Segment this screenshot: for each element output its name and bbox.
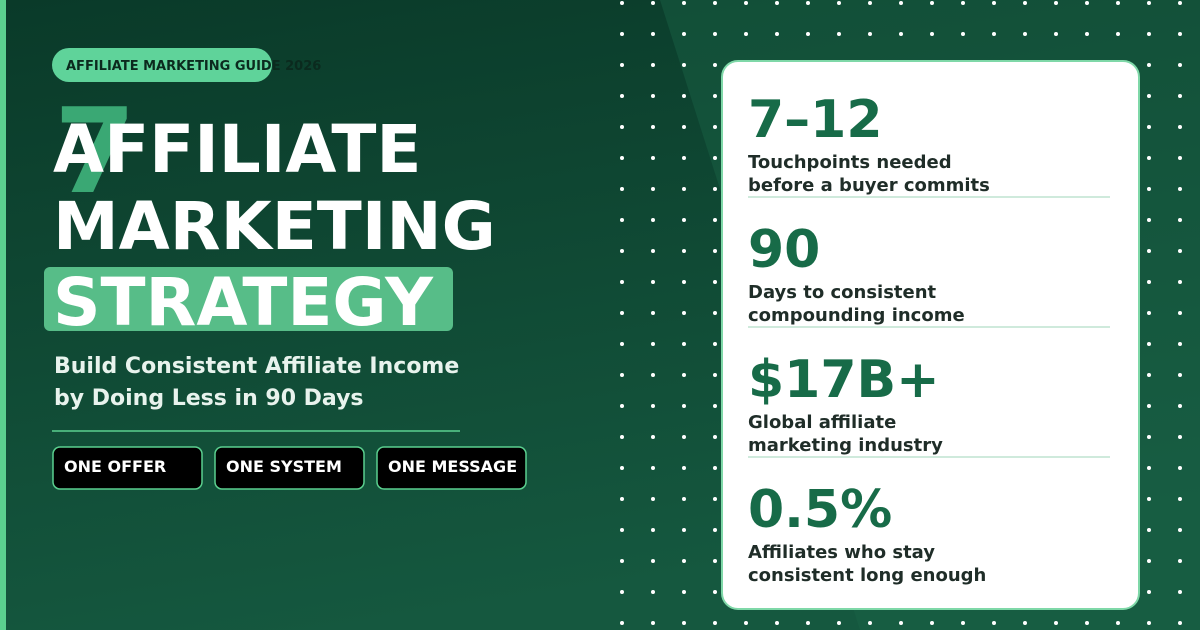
tag [214,446,365,490]
accent-number: 7 [54,82,136,220]
badge-text: AFFILIATE MARKETING GUIDE 2026 [66,59,321,74]
stat-label: Days to consistent [748,282,937,303]
stat-label: Global affiliate [748,412,896,433]
stat-label: compounding income [748,305,965,326]
tag-text: ONE MESSAGE [388,457,517,476]
badge [52,48,272,82]
stat-value: 7–12 [748,90,883,150]
title-line: AFFILIATE [53,111,421,188]
tag [52,446,203,490]
stats-card [721,60,1140,610]
stat-label: Touchpoints needed [748,152,952,173]
tag-text: ONE OFFER [64,457,166,476]
subtitle-line: Build Consistent Affiliate Income [54,354,459,379]
title-highlight [44,267,453,331]
stat-value: $17B+ [748,350,940,410]
stat-value: 90 [748,220,820,280]
title-line: STRATEGY [53,264,434,341]
title-line: MARKETING [53,188,496,265]
stat-label: before a buyer commits [748,175,990,196]
stat-label: consistent long enough [748,565,986,586]
accent-bar [0,0,6,630]
tag [376,446,527,490]
stat-value: 0.5% [748,480,892,540]
subtitle-line: by Doing Less in 90 Days [54,386,364,411]
tag-text: ONE SYSTEM [226,457,342,476]
stat-label: Affiliates who stay [748,542,935,563]
stat-label: marketing industry [748,435,943,456]
